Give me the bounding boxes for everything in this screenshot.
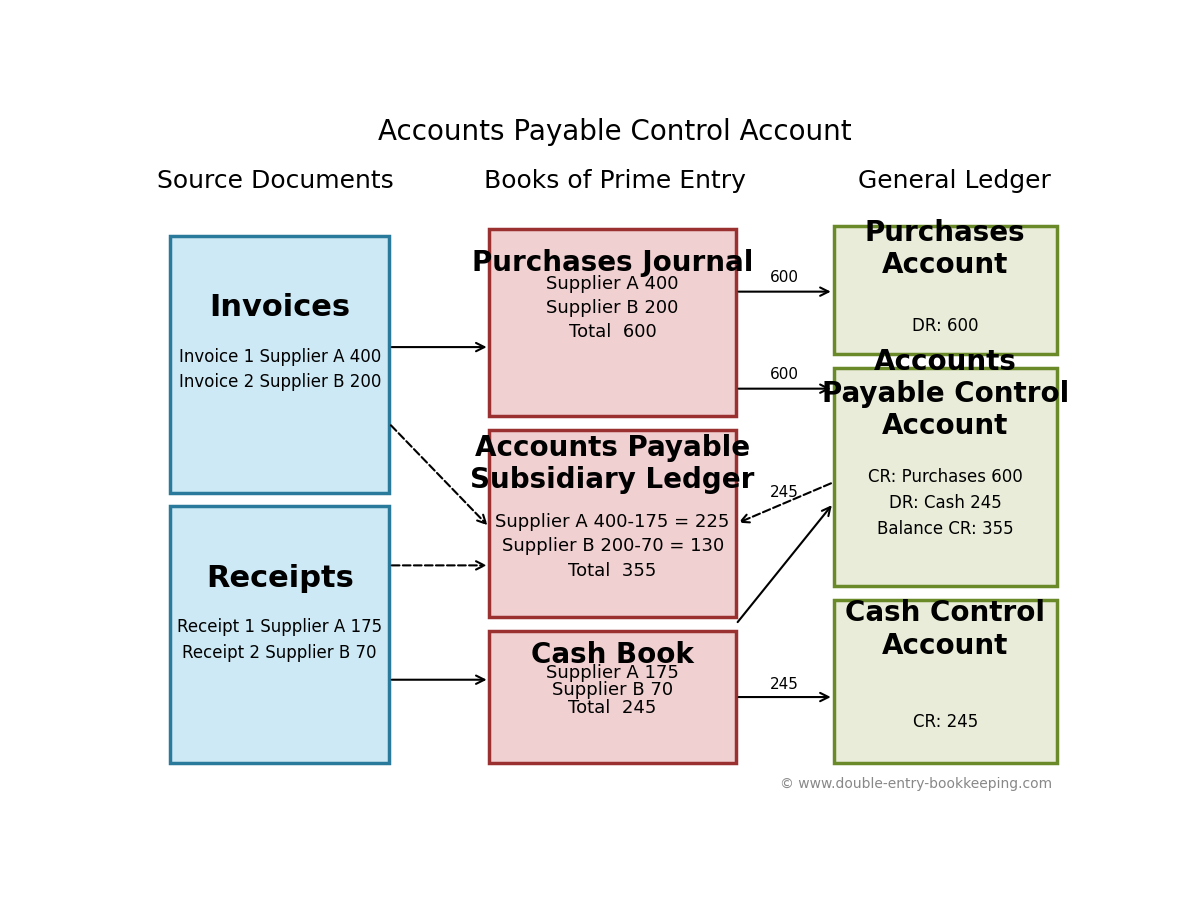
Text: Source Documents: Source Documents xyxy=(157,169,394,193)
Text: CR: Purchases 600: CR: Purchases 600 xyxy=(868,468,1022,486)
Text: Invoices: Invoices xyxy=(209,293,350,322)
Text: Total  355: Total 355 xyxy=(569,562,656,580)
Text: Purchases
Account: Purchases Account xyxy=(865,219,1026,279)
Text: Supplier B 200-70 = 130: Supplier B 200-70 = 130 xyxy=(502,537,724,555)
FancyBboxPatch shape xyxy=(834,226,1057,354)
Text: Accounts
Payable Control
Account: Accounts Payable Control Account xyxy=(822,347,1069,440)
Text: Cash Control
Account: Cash Control Account xyxy=(845,599,1045,660)
Text: 245: 245 xyxy=(770,677,799,691)
Text: CR: 245: CR: 245 xyxy=(912,713,978,731)
Text: Balance CR: 355: Balance CR: 355 xyxy=(877,520,1014,538)
Text: Supplier B 200: Supplier B 200 xyxy=(546,299,679,317)
Text: Accounts Payable Control Account: Accounts Payable Control Account xyxy=(378,118,852,147)
Text: Supplier A 175: Supplier A 175 xyxy=(546,664,679,682)
Text: Invoice 2 Supplier B 200: Invoice 2 Supplier B 200 xyxy=(179,374,380,392)
Text: DR: 600: DR: 600 xyxy=(912,317,978,335)
Text: Purchases Journal: Purchases Journal xyxy=(472,249,754,277)
Text: Supplier B 70: Supplier B 70 xyxy=(552,681,673,699)
Text: Total  600: Total 600 xyxy=(569,323,656,341)
Text: 600: 600 xyxy=(769,270,799,284)
Text: General Ledger: General Ledger xyxy=(858,169,1051,193)
Text: Supplier A 400: Supplier A 400 xyxy=(546,274,679,292)
FancyBboxPatch shape xyxy=(834,368,1057,586)
FancyBboxPatch shape xyxy=(490,430,736,617)
Text: Books of Prime Entry: Books of Prime Entry xyxy=(484,169,746,193)
Text: Receipt 1 Supplier A 175: Receipt 1 Supplier A 175 xyxy=(178,618,383,636)
Text: 245: 245 xyxy=(770,484,799,500)
Text: Cash Book: Cash Book xyxy=(532,641,694,669)
Text: 600: 600 xyxy=(769,366,799,382)
FancyBboxPatch shape xyxy=(834,600,1057,763)
Text: Total  245: Total 245 xyxy=(569,698,656,716)
Text: Supplier A 400-175 = 225: Supplier A 400-175 = 225 xyxy=(496,513,730,531)
Text: © www.double-entry-bookkeeping.com: © www.double-entry-bookkeeping.com xyxy=(780,777,1052,790)
FancyBboxPatch shape xyxy=(490,230,736,417)
Text: Receipt 2 Supplier B 70: Receipt 2 Supplier B 70 xyxy=(182,644,377,662)
Text: Accounts Payable
Subsidiary Ledger: Accounts Payable Subsidiary Ledger xyxy=(470,434,755,494)
FancyBboxPatch shape xyxy=(490,631,736,763)
Text: Receipts: Receipts xyxy=(205,563,354,593)
FancyBboxPatch shape xyxy=(170,507,389,763)
Text: Invoice 1 Supplier A 400: Invoice 1 Supplier A 400 xyxy=(179,347,380,365)
Text: DR: Cash 245: DR: Cash 245 xyxy=(889,494,1002,512)
FancyBboxPatch shape xyxy=(170,236,389,492)
